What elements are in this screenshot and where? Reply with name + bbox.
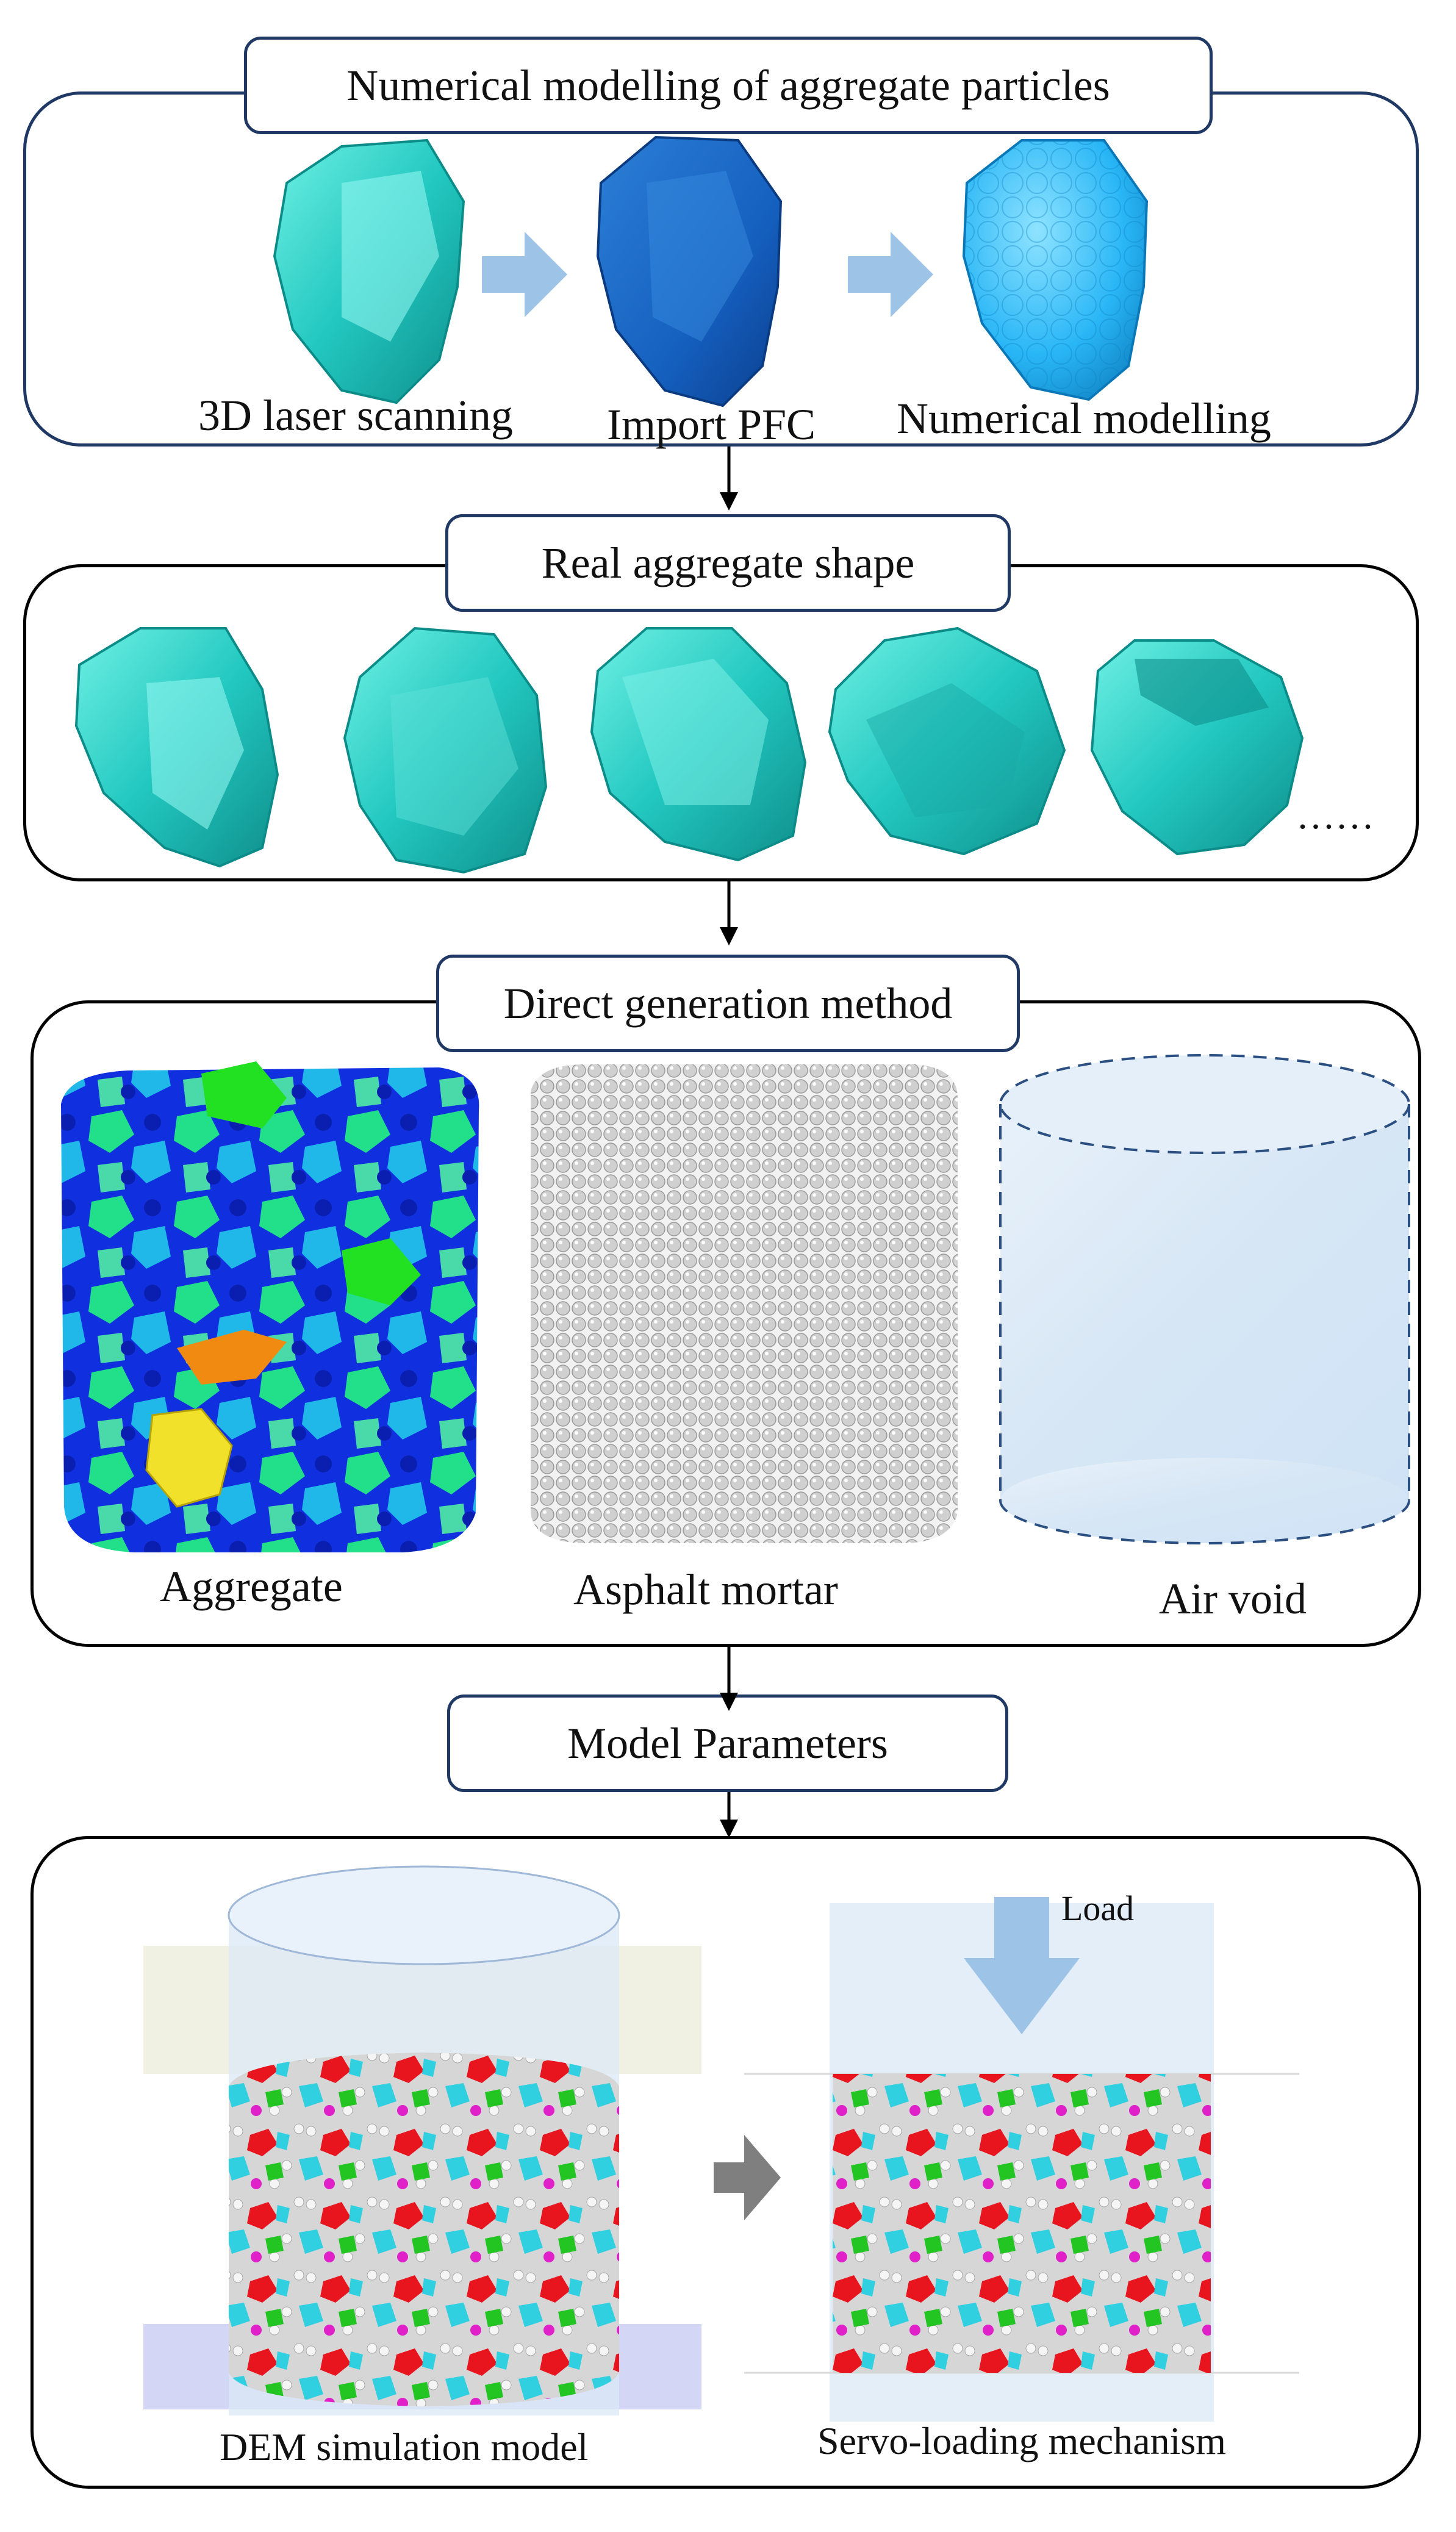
aggregate-shape-4 <box>828 626 1066 856</box>
air-void-cylinder <box>1000 1104 1409 1501</box>
stage-3-label-mortar: Asphalt mortar <box>573 1565 838 1614</box>
stage-2-aggregates <box>74 626 1304 874</box>
stage-4-title: Model Parameters <box>447 1695 1008 1792</box>
stage-5-label-servo: Servo-loading mechanism <box>817 2419 1227 2462</box>
flow-arrow-4-5 <box>720 1792 738 1838</box>
stage-3-label-aggregate: Aggregate <box>160 1562 343 1611</box>
flow-arrow-2-3 <box>720 881 738 945</box>
direction-arrow <box>714 2135 781 2220</box>
flow-arrow-1-2 <box>720 447 738 511</box>
process-arrow-2 <box>848 232 933 317</box>
stage-1-label-modelling: Numerical modelling <box>897 394 1271 443</box>
stage-5-label-dem: DEM simulation model <box>220 2425 589 2469</box>
process-arrow-1 <box>482 232 567 317</box>
stage-1-label-import: Import PFC <box>607 400 816 449</box>
dem-specimen <box>229 2053 619 2406</box>
load-arrow <box>964 1897 1080 2034</box>
flow-arrow-3-4 <box>720 1647 738 1711</box>
stage-3-label-air-void: Air void <box>1159 1574 1307 1623</box>
stage-2-ellipsis: …… <box>1296 794 1374 837</box>
stage-1-label-scanning: 3D laser scanning <box>198 391 513 440</box>
stage-2-title: Real aggregate shape <box>445 514 1011 612</box>
mortar-cylinder <box>531 1064 958 1543</box>
stage-3-title: Direct generation method <box>436 955 1020 1052</box>
stage-5-load-label: Load <box>1061 1888 1135 1928</box>
imported-aggregate-shape <box>596 135 783 407</box>
stage-1-title: Numerical modelling of aggregate particl… <box>244 37 1213 134</box>
stage-3-figures <box>61 1054 1410 1552</box>
servo-specimen <box>833 2074 1211 2373</box>
stage-1-figures <box>273 135 1149 407</box>
